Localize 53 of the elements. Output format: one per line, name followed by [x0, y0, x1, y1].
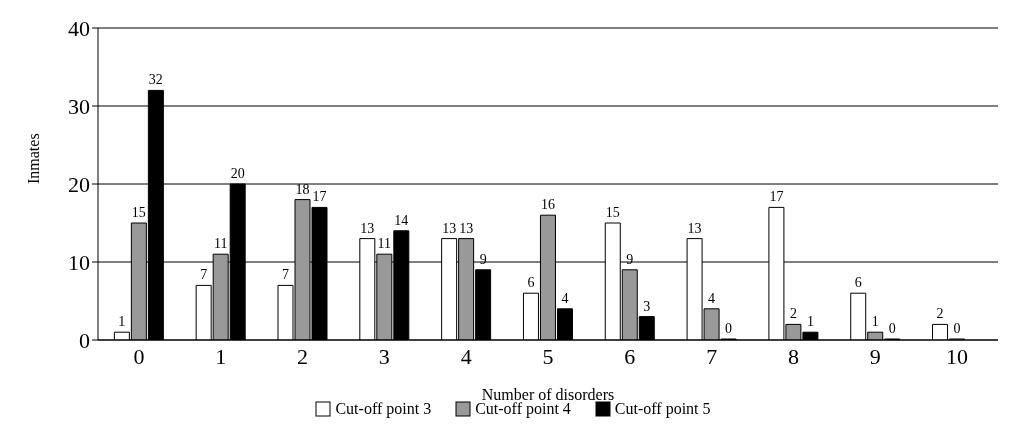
data-label: 20	[230, 166, 245, 181]
data-label: 0	[953, 321, 961, 336]
data-label: 6	[854, 275, 862, 291]
data-label: 17	[769, 189, 784, 205]
legend-label: Cut-off point 3	[335, 400, 432, 418]
y-tick-label: 30	[68, 93, 90, 119]
y-axis-title: Inmates	[24, 133, 42, 184]
data-label: 17	[312, 189, 327, 205]
x-tick-label: 0	[133, 343, 145, 369]
data-label: 0	[725, 321, 733, 336]
y-tick-label: 20	[68, 171, 90, 197]
data-label: 1	[871, 314, 879, 330]
x-tick-label: 9	[869, 343, 881, 369]
data-label: 0	[888, 321, 896, 336]
legend-label: Cut-off point 4	[475, 400, 571, 418]
data-label: 7	[200, 267, 208, 283]
data-label: 18	[295, 181, 310, 197]
x-tick-label: 6	[624, 343, 636, 369]
data-label: 14	[394, 212, 409, 228]
x-tick-label: 2	[297, 343, 309, 369]
x-tick-label: 1	[215, 343, 227, 369]
data-label: 13	[442, 220, 457, 236]
x-tick-label: 4	[460, 343, 472, 369]
data-label: 1	[118, 314, 126, 330]
x-tick-label: 10	[946, 343, 969, 369]
data-label: 13	[459, 220, 474, 236]
data-label: 15	[131, 205, 146, 220]
data-label: 11	[213, 236, 228, 252]
x-axis-title: Number of disorders	[481, 386, 615, 403]
data-label: 9	[479, 251, 487, 267]
data-label: 2	[789, 306, 797, 322]
data-label: 9	[626, 251, 634, 267]
data-label: 13	[687, 220, 702, 236]
data-label: 15	[605, 205, 620, 220]
x-tick-label: 7	[706, 343, 718, 369]
x-tick-label: 5	[542, 343, 554, 369]
legend-label: Cut-off point 5	[614, 400, 711, 418]
data-label: 6	[527, 275, 535, 291]
data-label: 16	[540, 197, 555, 213]
x-tick-label: 3	[378, 343, 390, 369]
data-label: 11	[377, 236, 392, 252]
x-tick-label: 8	[787, 343, 799, 369]
data-label: 1	[806, 314, 814, 330]
data-label: 4	[561, 290, 569, 306]
data-label: 7	[282, 267, 289, 283]
data-label: 13	[360, 220, 375, 236]
y-tick-label: 10	[68, 249, 90, 275]
data-label: 2	[936, 306, 944, 322]
y-tick-label: 0	[79, 327, 90, 353]
y-tick-label: 40	[68, 15, 90, 41]
data-label: 32	[148, 72, 163, 88]
data-label: 4	[708, 290, 716, 306]
data-label: 3	[643, 298, 651, 314]
